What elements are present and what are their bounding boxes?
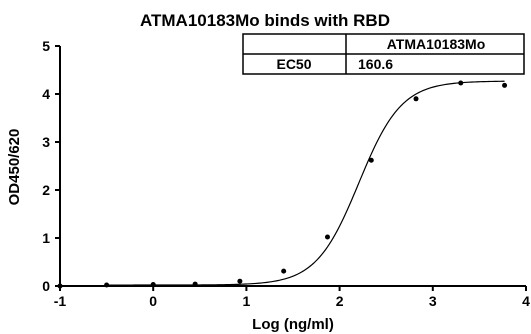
data-point xyxy=(324,234,330,240)
x-tick-label: 0 xyxy=(149,293,157,309)
y-tick-label: 5 xyxy=(42,38,50,54)
fit-curve xyxy=(106,80,505,286)
data-point xyxy=(192,281,198,287)
y-tick-label: 4 xyxy=(42,86,50,102)
y-tick-label: 0 xyxy=(42,278,50,294)
y-axis-label: OD450/620 xyxy=(6,129,23,206)
axes xyxy=(59,46,526,287)
data-point xyxy=(104,282,110,288)
table-row-label-ec50: EC50 xyxy=(276,56,311,72)
data-points xyxy=(57,80,508,289)
x-tick-label: 1 xyxy=(243,293,251,309)
data-point xyxy=(368,157,374,163)
y-tick-label: 2 xyxy=(42,182,50,198)
table-header-series: ATMA10183Mo xyxy=(387,36,486,52)
table-value-ec50: 160.6 xyxy=(358,56,393,72)
x-axis-label: Log (ng/ml) xyxy=(252,316,334,333)
x-tick-label: 2 xyxy=(336,293,344,309)
x-tick-label: 4 xyxy=(522,293,530,309)
x-tick-label: -1 xyxy=(54,293,67,309)
x-tick-label: 3 xyxy=(429,293,437,309)
data-point xyxy=(502,82,508,88)
data-point xyxy=(281,268,287,274)
data-point xyxy=(458,80,464,86)
ec50-table: ATMA10183Mo EC50 160.6 xyxy=(242,33,525,75)
chart-title: ATMA10183Mo binds with RBD xyxy=(140,11,390,30)
data-point xyxy=(57,283,63,289)
data-point xyxy=(413,96,419,102)
data-point xyxy=(237,278,243,284)
data-point xyxy=(150,282,156,288)
y-tick-label: 3 xyxy=(42,134,50,150)
y-tick-label: 1 xyxy=(42,230,50,246)
